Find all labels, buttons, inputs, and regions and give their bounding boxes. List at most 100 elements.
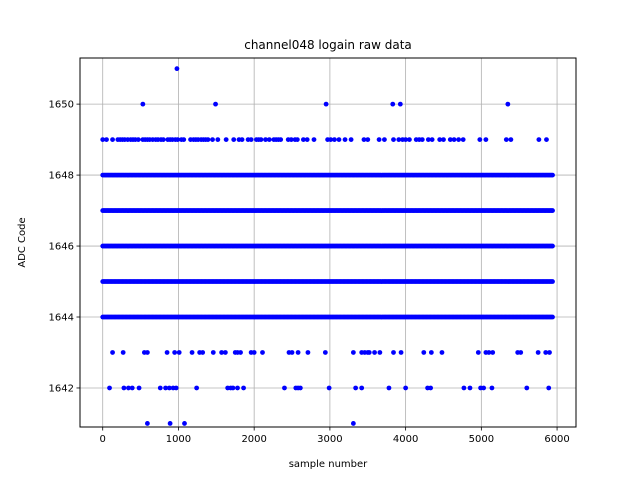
data-point <box>294 137 300 143</box>
data-point <box>258 137 264 143</box>
data-point <box>421 350 427 355</box>
data-point <box>175 137 181 143</box>
data-point <box>505 101 511 107</box>
data-point <box>391 137 396 143</box>
data-point <box>110 350 115 355</box>
data-point <box>260 350 265 355</box>
data-point <box>359 385 365 391</box>
data-point <box>215 137 221 143</box>
data-point <box>213 101 218 107</box>
data-point <box>189 350 195 355</box>
data-point <box>305 350 311 355</box>
data-point <box>546 385 552 391</box>
data-point <box>194 385 200 391</box>
data-point <box>120 350 126 355</box>
data-point <box>460 137 466 143</box>
data-point <box>263 137 268 143</box>
data-point <box>447 137 453 143</box>
data-point <box>550 314 555 320</box>
data-point <box>490 350 496 355</box>
x-tick-label: 2000 <box>241 434 266 445</box>
data-point <box>172 350 178 355</box>
data-point <box>164 350 170 355</box>
data-point <box>289 350 295 355</box>
data-point <box>326 385 332 391</box>
data-point <box>353 385 359 391</box>
data-point <box>376 137 382 143</box>
data-point <box>205 137 211 143</box>
data-point <box>483 137 489 143</box>
data-point <box>157 385 163 391</box>
y-tick-label: 1646 <box>49 242 74 253</box>
data-point <box>163 385 168 391</box>
x-axis-title: sample number <box>289 459 368 470</box>
data-point <box>543 350 549 355</box>
data-point <box>100 137 106 143</box>
data-point <box>223 137 229 143</box>
data-point <box>350 421 356 426</box>
x-axis-ticks: 0 1000 2000 3000 4000 5000 6000 <box>100 427 570 445</box>
data-point <box>461 385 467 391</box>
data-point <box>348 137 354 143</box>
data-point <box>288 137 294 143</box>
data-point <box>311 137 317 143</box>
y-tick-label: 1644 <box>49 313 74 324</box>
chart-title: channel048 logain raw data <box>244 38 412 52</box>
data-point <box>323 101 329 107</box>
data-point <box>489 385 495 391</box>
x-tick-label: 0 <box>100 434 106 445</box>
data-point <box>136 385 142 391</box>
data-point <box>437 137 443 143</box>
data-point <box>536 137 542 143</box>
data-point <box>231 137 237 143</box>
data-point <box>428 385 434 391</box>
data-point <box>222 350 228 355</box>
data-point <box>239 137 245 143</box>
data-point <box>524 385 530 391</box>
data-point <box>377 350 383 355</box>
data-point <box>550 172 555 178</box>
data-point <box>544 137 549 143</box>
data-point <box>176 350 182 355</box>
data-point <box>219 350 225 355</box>
data-point <box>425 137 431 143</box>
data-point <box>372 350 377 355</box>
x-tick-label: 1000 <box>166 434 191 445</box>
data-point <box>441 137 446 143</box>
data-points <box>100 66 555 426</box>
data-point <box>419 137 425 143</box>
data-point <box>535 350 541 355</box>
x-tick-label: 5000 <box>469 434 494 445</box>
data-point <box>366 350 372 355</box>
data-point <box>390 101 396 107</box>
data-point <box>107 385 112 391</box>
data-point <box>300 137 306 143</box>
data-point <box>174 66 180 72</box>
y-tick-label: 1648 <box>49 171 74 182</box>
data-point <box>428 350 434 355</box>
data-point <box>361 137 367 143</box>
data-point <box>200 350 206 355</box>
y-axis-title: ADC Code <box>17 217 28 267</box>
data-point <box>439 350 445 355</box>
data-point <box>110 137 115 143</box>
data-point <box>121 385 127 391</box>
data-point <box>282 385 287 391</box>
data-point <box>391 350 396 355</box>
data-point <box>398 350 404 355</box>
data-point <box>332 137 337 143</box>
data-point <box>322 350 328 355</box>
y-tick-label: 1650 <box>49 100 74 111</box>
data-point <box>167 421 173 426</box>
data-point <box>166 385 172 391</box>
data-point <box>550 243 555 249</box>
data-point <box>145 350 150 355</box>
data-point <box>266 137 272 143</box>
data-point <box>210 350 216 355</box>
data-point <box>547 350 552 355</box>
data-point <box>508 137 514 143</box>
x-tick-label: 4000 <box>393 434 418 445</box>
data-point <box>278 137 284 143</box>
data-point <box>140 101 146 107</box>
